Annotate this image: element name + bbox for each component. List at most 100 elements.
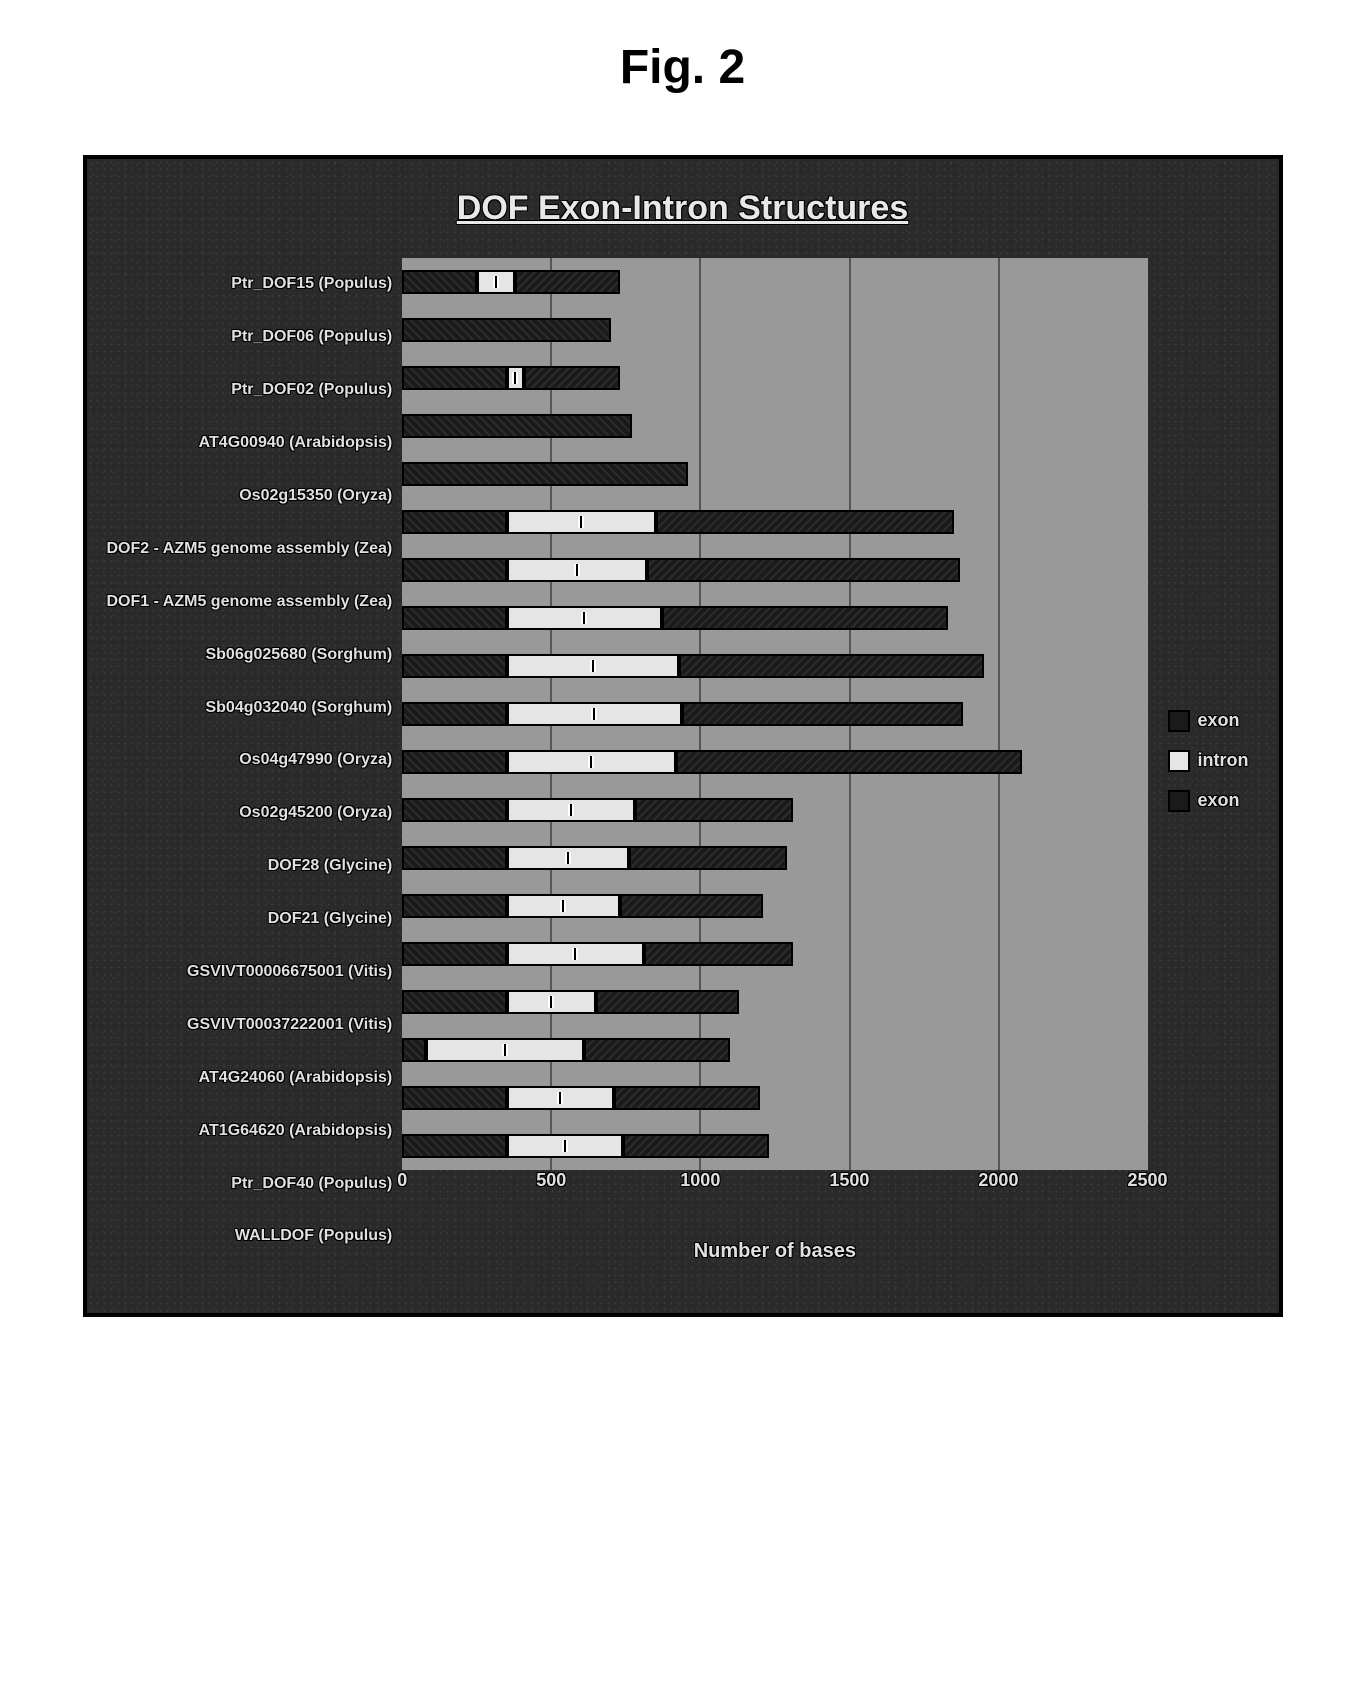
bar-segment-exon2 (647, 558, 960, 582)
bar-segment-intron (507, 1134, 623, 1158)
intron-marker (591, 708, 597, 720)
bar-segment-exon2 (635, 798, 793, 822)
intron-marker (502, 1044, 508, 1056)
bar-segment-exon2 (596, 990, 739, 1014)
bar-row (402, 258, 1147, 306)
intron-marker (560, 900, 566, 912)
bar-segment-exon2 (584, 1038, 730, 1062)
bar-segment-exon2 (656, 510, 954, 534)
category-label: Ptr_DOF15 (Populus) (107, 258, 393, 311)
category-label: DOF21 (Glycine) (107, 893, 393, 946)
bar-row (402, 594, 1147, 642)
bar-segment-exon2 (524, 366, 619, 390)
intron-marker (512, 372, 518, 384)
bar-row (402, 690, 1147, 738)
bar-segment-intron (507, 990, 596, 1014)
bar-segment-exon1 (402, 1134, 506, 1158)
bar-row (402, 786, 1147, 834)
intron-marker (588, 756, 594, 768)
legend-swatch (1168, 790, 1190, 812)
intron-marker (581, 612, 587, 624)
category-label: Ptr_DOF40 (Populus) (107, 1157, 393, 1210)
chart-body: Ptr_DOF15 (Populus)Ptr_DOF06 (Populus)Pt… (107, 258, 1259, 1263)
intron-marker (574, 564, 580, 576)
bar-segment-intron (507, 846, 629, 870)
bar-segment-exon2 (620, 894, 763, 918)
bar-segment-exon1 (402, 798, 506, 822)
bar-segment-exon2 (515, 270, 619, 294)
x-tick: 2000 (978, 1170, 1018, 1191)
intron-marker (565, 852, 571, 864)
bar-row (402, 402, 1147, 450)
bar-segment-exon1 (402, 318, 611, 342)
category-label: DOF1 - AZM5 genome assembly (Zea) (107, 575, 393, 628)
bar-row (402, 1122, 1147, 1170)
bar-row (402, 642, 1147, 690)
chart-frame: DOF Exon-Intron Structures Ptr_DOF15 (Po… (83, 155, 1283, 1317)
bar-segment-exon2 (614, 1086, 760, 1110)
category-label: Os02g15350 (Oryza) (107, 470, 393, 523)
bar-row (402, 738, 1147, 786)
intron-marker (572, 948, 578, 960)
legend-swatch (1168, 710, 1190, 732)
bar-segment-exon1 (402, 942, 506, 966)
bar-segment-intron (507, 510, 656, 534)
bar-segment-intron (426, 1038, 584, 1062)
bar-segment-intron (507, 558, 647, 582)
category-label: DOF28 (Glycine) (107, 840, 393, 893)
intron-marker (568, 804, 574, 816)
category-label: DOF2 - AZM5 genome assembly (Zea) (107, 522, 393, 575)
bars-stack (402, 258, 1147, 1170)
bar-row (402, 306, 1147, 354)
intron-marker (557, 1092, 563, 1104)
figure-label: Fig. 2 (40, 40, 1325, 95)
bar-row (402, 978, 1147, 1026)
intron-marker (562, 1140, 568, 1152)
category-label: Ptr_DOF02 (Populus) (107, 364, 393, 417)
legend-label: intron (1198, 750, 1249, 771)
category-label: Sb04g032040 (Sorghum) (107, 681, 393, 734)
plot-area: Ptr_DOF15 (Populus)Ptr_DOF06 (Populus)Pt… (107, 258, 1148, 1263)
bar-segment-exon1 (402, 750, 506, 774)
bar-segment-exon2 (682, 702, 962, 726)
legend-item: exon (1168, 790, 1249, 812)
category-label: Os04g47990 (Oryza) (107, 734, 393, 787)
bar-segment-intron (507, 1086, 614, 1110)
bar-segment-exon2 (644, 942, 793, 966)
x-tick: 500 (536, 1170, 566, 1191)
category-label: AT4G24060 (Arabidopsis) (107, 1051, 393, 1104)
intron-marker (590, 660, 596, 672)
legend-item: exon (1168, 710, 1249, 732)
intron-marker (548, 996, 554, 1008)
bar-segment-exon2 (676, 750, 1022, 774)
bar-row (402, 498, 1147, 546)
x-tick: 1000 (680, 1170, 720, 1191)
bar-row (402, 930, 1147, 978)
category-label: GSVIVT00037222001 (Vitis) (107, 998, 393, 1051)
intron-marker (578, 516, 584, 528)
category-label: WALLDOF (Populus) (107, 1210, 393, 1263)
bar-segment-intron (477, 270, 516, 294)
bar-segment-intron (507, 942, 644, 966)
chart-title: DOF Exon-Intron Structures (107, 189, 1259, 228)
bar-row (402, 546, 1147, 594)
legend-label: exon (1198, 790, 1240, 811)
category-label: AT4G00940 (Arabidopsis) (107, 417, 393, 470)
bar-segment-exon1 (402, 558, 506, 582)
bar-segment-intron (507, 366, 525, 390)
category-label: Sb06g025680 (Sorghum) (107, 628, 393, 681)
bar-row (402, 1026, 1147, 1074)
bar-segment-intron (507, 750, 677, 774)
bar-segment-exon1 (402, 846, 506, 870)
legend-label: exon (1198, 710, 1240, 731)
intron-marker (493, 276, 499, 288)
bar-segment-exon1 (402, 894, 506, 918)
bar-segment-exon1 (402, 270, 477, 294)
bar-segment-exon2 (679, 654, 983, 678)
bar-segment-intron (507, 894, 620, 918)
x-axis: 05001000150020002500 (402, 1170, 1147, 1200)
category-label: AT1G64620 (Arabidopsis) (107, 1104, 393, 1157)
bar-row (402, 1074, 1147, 1122)
bar-segment-exon1 (402, 702, 506, 726)
bar-segment-exon1 (402, 606, 506, 630)
